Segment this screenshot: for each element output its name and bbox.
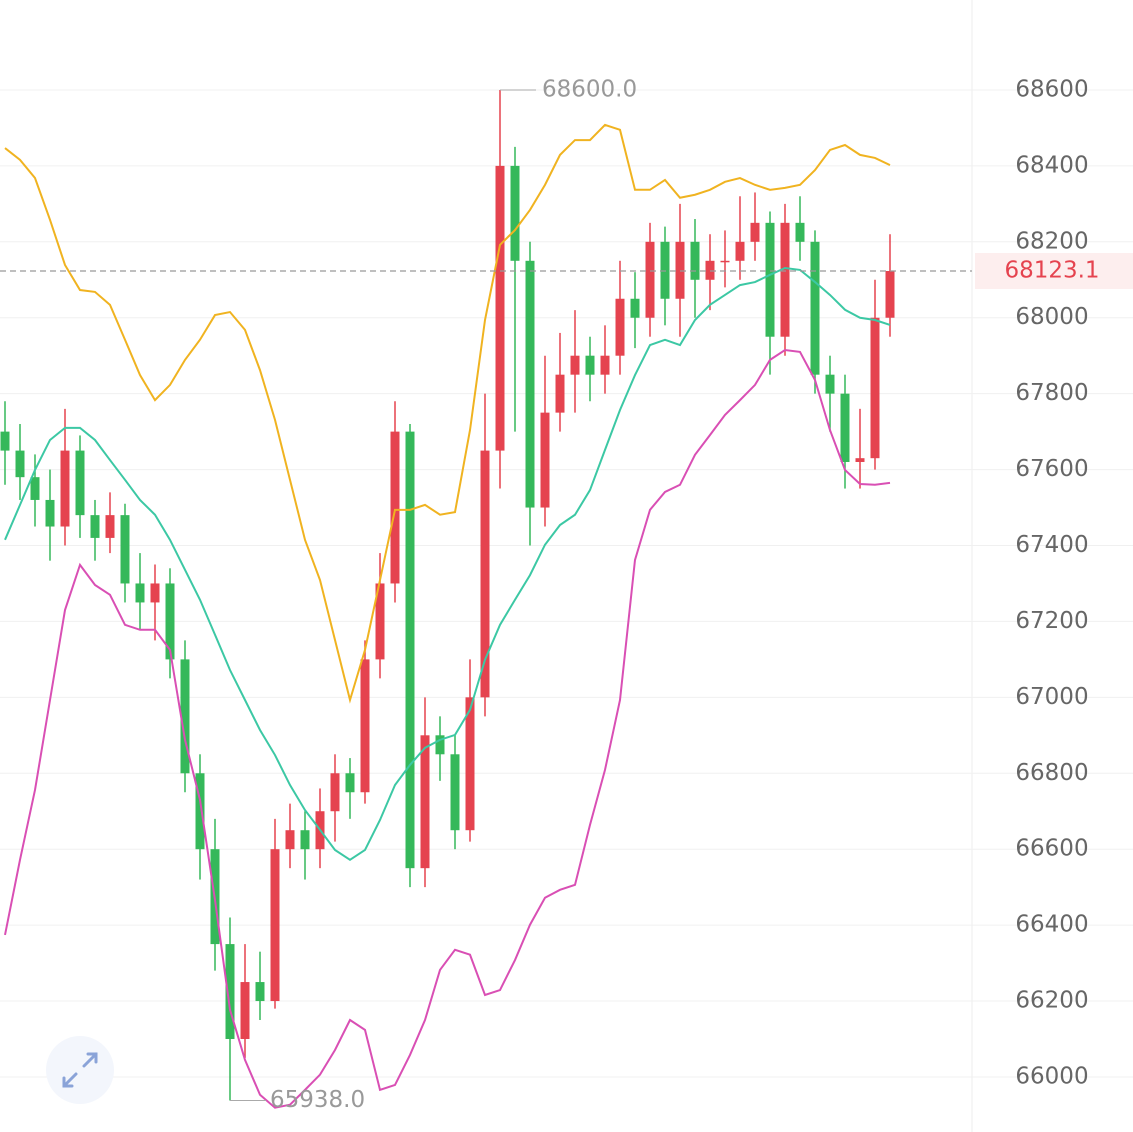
candle-body: [885, 271, 895, 318]
y-tick-label: 66800: [1015, 760, 1088, 786]
candle-body: [270, 849, 280, 1002]
candle-body: [600, 355, 610, 375]
y-tick-label: 66200: [1015, 988, 1088, 1014]
y-tick-label: 68400: [1015, 152, 1088, 178]
candle-body: [0, 431, 10, 451]
candle-body: [135, 583, 145, 603]
high-label: 68600.0: [542, 76, 637, 102]
candle-body: [60, 450, 70, 527]
candle-body: [735, 241, 745, 261]
candle-body: [330, 773, 340, 812]
candle-body: [840, 393, 850, 462]
candle-body: [750, 222, 760, 242]
candle-body: [705, 260, 715, 280]
low-label: 65938.0: [270, 1087, 365, 1113]
candle-body: [465, 697, 475, 831]
candle-body: [540, 412, 550, 508]
band-line: [4, 123, 891, 704]
candle-body: [390, 431, 400, 584]
candle-body: [660, 241, 670, 299]
candle-body: [630, 298, 640, 318]
candle-body: [165, 583, 175, 660]
candle-body: [690, 241, 700, 280]
candle-body: [615, 298, 625, 356]
candle-body: [765, 222, 775, 337]
candle-body: [420, 735, 430, 869]
candle-body: [45, 499, 55, 527]
last-price-bg: [975, 253, 1133, 290]
candle-body: [780, 222, 790, 337]
y-tick-label: 66000: [1015, 1063, 1088, 1089]
candle-body: [375, 583, 385, 660]
candle-body: [870, 317, 880, 459]
y-tick-label: 67600: [1015, 456, 1088, 482]
candle-body: [435, 735, 445, 755]
candle-body: [120, 515, 130, 584]
expand-icon[interactable]: [62, 1052, 98, 1088]
y-tick-label: 68000: [1015, 304, 1088, 330]
candle-body: [30, 477, 40, 500]
band-line: [4, 266, 891, 862]
candle-body: [810, 241, 820, 375]
candle-body: [720, 260, 730, 263]
candle-body: [480, 450, 490, 698]
candle-body: [240, 982, 250, 1039]
candle-body: [75, 450, 85, 516]
candle-body: [345, 773, 355, 793]
candle-body: [525, 260, 535, 508]
y-tick-label: 68600: [1015, 76, 1088, 102]
y-tick-label: 67200: [1015, 608, 1088, 634]
candle-body: [405, 431, 415, 869]
candle-body: [300, 830, 310, 850]
band-line: [4, 348, 891, 1109]
candle-body: [105, 515, 115, 538]
candle-body: [180, 659, 190, 774]
candle-body: [855, 458, 865, 462]
y-tick-label: 68200: [1015, 228, 1088, 254]
candle-body: [570, 355, 580, 375]
candle-body: [90, 515, 100, 538]
last-price-label: 68123.1: [1004, 258, 1099, 284]
y-tick-label: 66400: [1015, 912, 1088, 938]
y-tick-label: 67800: [1015, 380, 1088, 406]
candle-body: [645, 241, 655, 318]
candle-body: [825, 374, 835, 394]
candle-body: [495, 165, 505, 451]
y-tick-label: 67400: [1015, 532, 1088, 558]
candle-body: [795, 222, 805, 242]
candle-body: [675, 241, 685, 299]
candle-body: [510, 165, 520, 261]
candle-body: [585, 355, 595, 375]
candle-body: [555, 374, 565, 413]
y-tick-label: 66600: [1015, 836, 1088, 862]
expand-button[interactable]: [46, 1036, 114, 1104]
candle-body: [15, 450, 25, 478]
candle-body: [450, 754, 460, 831]
candle-body: [360, 659, 370, 793]
candle-body: [195, 773, 205, 850]
candle-body: [225, 944, 235, 1039]
candle-body: [150, 583, 160, 603]
y-tick-label: 67000: [1015, 684, 1088, 710]
candle-body: [255, 982, 265, 1002]
expand-button-bg[interactable]: [46, 1036, 114, 1104]
candle-body: [285, 830, 295, 850]
